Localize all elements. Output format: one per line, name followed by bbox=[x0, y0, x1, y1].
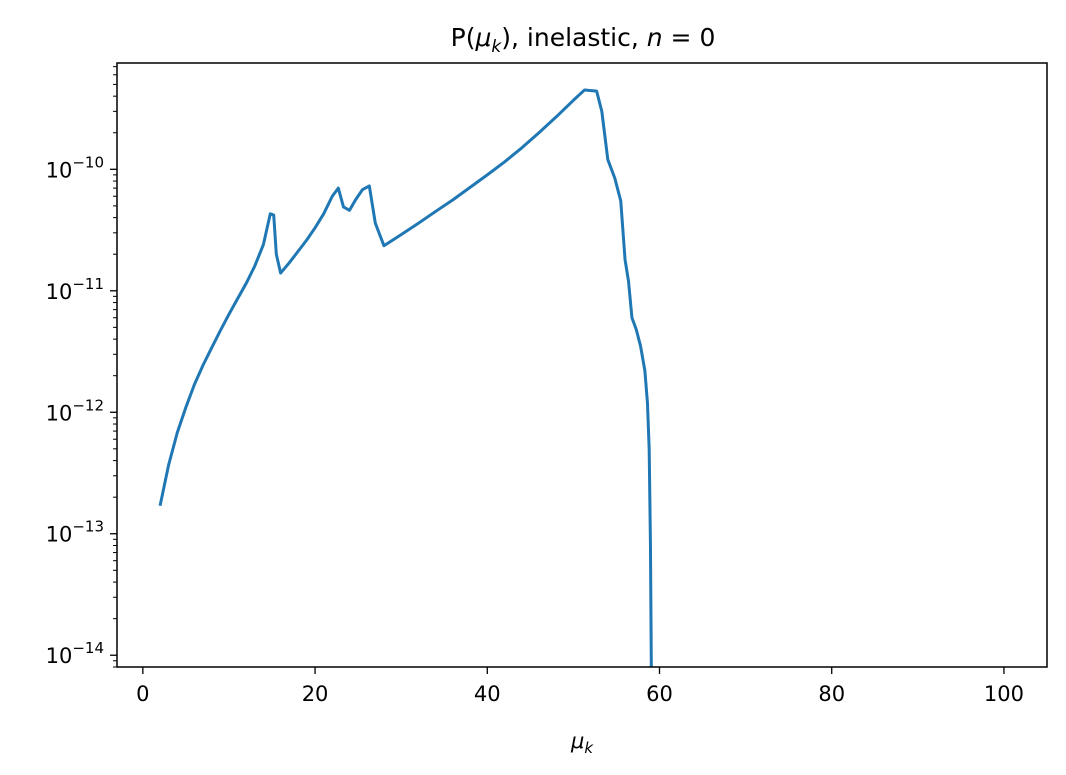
x-tick-label: 100 bbox=[984, 682, 1024, 706]
x-axis-label: μk bbox=[570, 729, 594, 757]
y-tick-label: 10−11 bbox=[46, 275, 104, 304]
y-axis-ticks: 10−14 10−13 10−12 10−11 10−10 bbox=[46, 153, 117, 668]
plot-frame bbox=[116, 62, 1048, 668]
x-tick-label: 0 bbox=[136, 682, 149, 706]
chart-title: P(μk), inelastic, n = 0 bbox=[451, 23, 716, 57]
y-tick-label: 10−12 bbox=[46, 396, 104, 425]
x-tick-label: 60 bbox=[646, 682, 673, 706]
x-tick-label: 40 bbox=[474, 682, 501, 706]
y-tick-label: 10−10 bbox=[46, 153, 104, 182]
y-tick-label: 10−13 bbox=[46, 518, 104, 547]
x-tick-label: 20 bbox=[302, 682, 329, 706]
series-layer bbox=[158, 88, 653, 668]
series-line-0 bbox=[158, 88, 653, 668]
y-tick-label: 10−14 bbox=[46, 639, 104, 668]
x-tick-label: 80 bbox=[818, 682, 845, 706]
x-axis-ticks: 0 20 40 60 80 100 bbox=[136, 667, 1024, 706]
